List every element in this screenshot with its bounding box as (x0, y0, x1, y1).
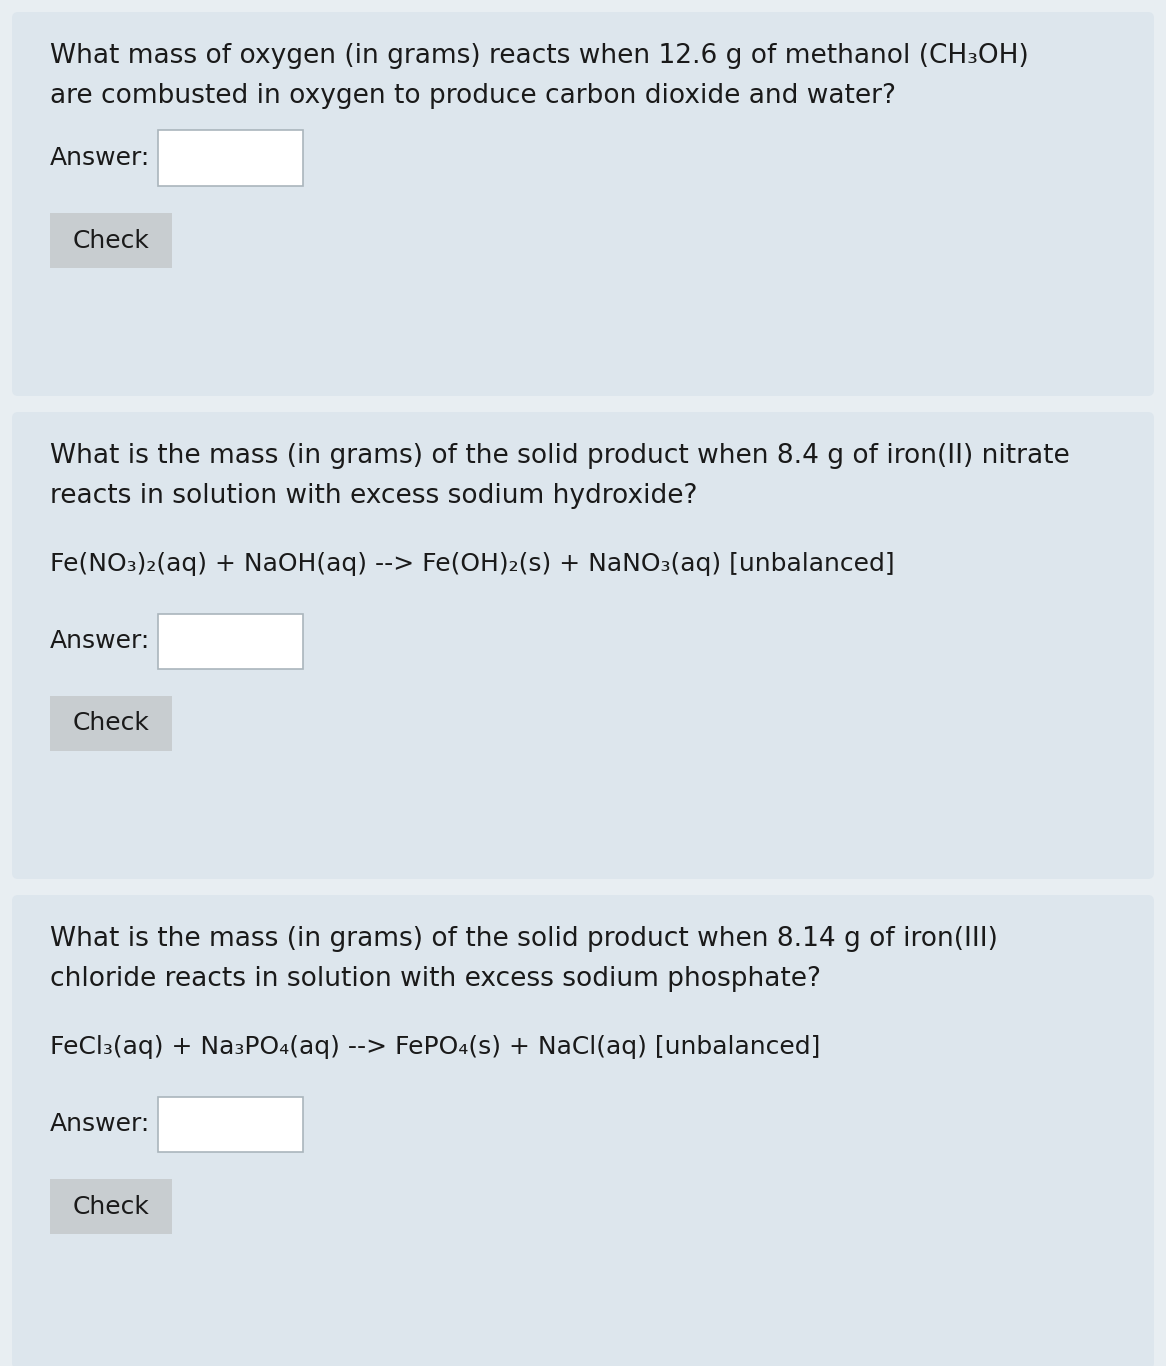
FancyBboxPatch shape (12, 895, 1154, 1366)
Bar (159, 1097, 303, 1152)
Text: What mass of oxygen (in grams) reacts when 12.6 g of methanol (CH₃OH): What mass of oxygen (in grams) reacts wh… (50, 42, 1028, 70)
Bar (159, 613, 303, 668)
Bar (50, 213, 173, 268)
Text: What is the mass (in grams) of the solid product when 8.14 g of iron(III): What is the mass (in grams) of the solid… (50, 926, 998, 952)
Text: Fe(NO₃)₂(aq) + NaOH(aq) --> Fe(OH)₂(s) + NaNO₃(aq) [unbalanced]: Fe(NO₃)₂(aq) + NaOH(aq) --> Fe(OH)₂(s) +… (50, 552, 894, 576)
Text: FeCl₃(aq) + Na₃PO₄(aq) --> FePO₄(s) + NaCl(aq) [unbalanced]: FeCl₃(aq) + Na₃PO₄(aq) --> FePO₄(s) + Na… (50, 1035, 821, 1059)
Bar (50, 697, 173, 751)
Text: Answer:: Answer: (50, 146, 150, 169)
Text: chloride reacts in solution with excess sodium phosphate?: chloride reacts in solution with excess … (50, 966, 821, 992)
Text: Answer:: Answer: (50, 628, 150, 653)
Text: What is the mass (in grams) of the solid product when 8.4 g of iron(II) nitrate: What is the mass (in grams) of the solid… (50, 443, 1069, 469)
Bar (50, 1179, 173, 1233)
FancyBboxPatch shape (12, 413, 1154, 878)
Text: Check: Check (72, 228, 149, 253)
Text: Answer:: Answer: (50, 1112, 150, 1137)
Text: reacts in solution with excess sodium hydroxide?: reacts in solution with excess sodium hy… (50, 484, 697, 510)
Bar (159, 131, 303, 186)
Text: Check: Check (72, 712, 149, 735)
Text: are combusted in oxygen to produce carbon dioxide and water?: are combusted in oxygen to produce carbo… (50, 83, 895, 109)
Text: Check: Check (72, 1194, 149, 1218)
FancyBboxPatch shape (12, 12, 1154, 396)
